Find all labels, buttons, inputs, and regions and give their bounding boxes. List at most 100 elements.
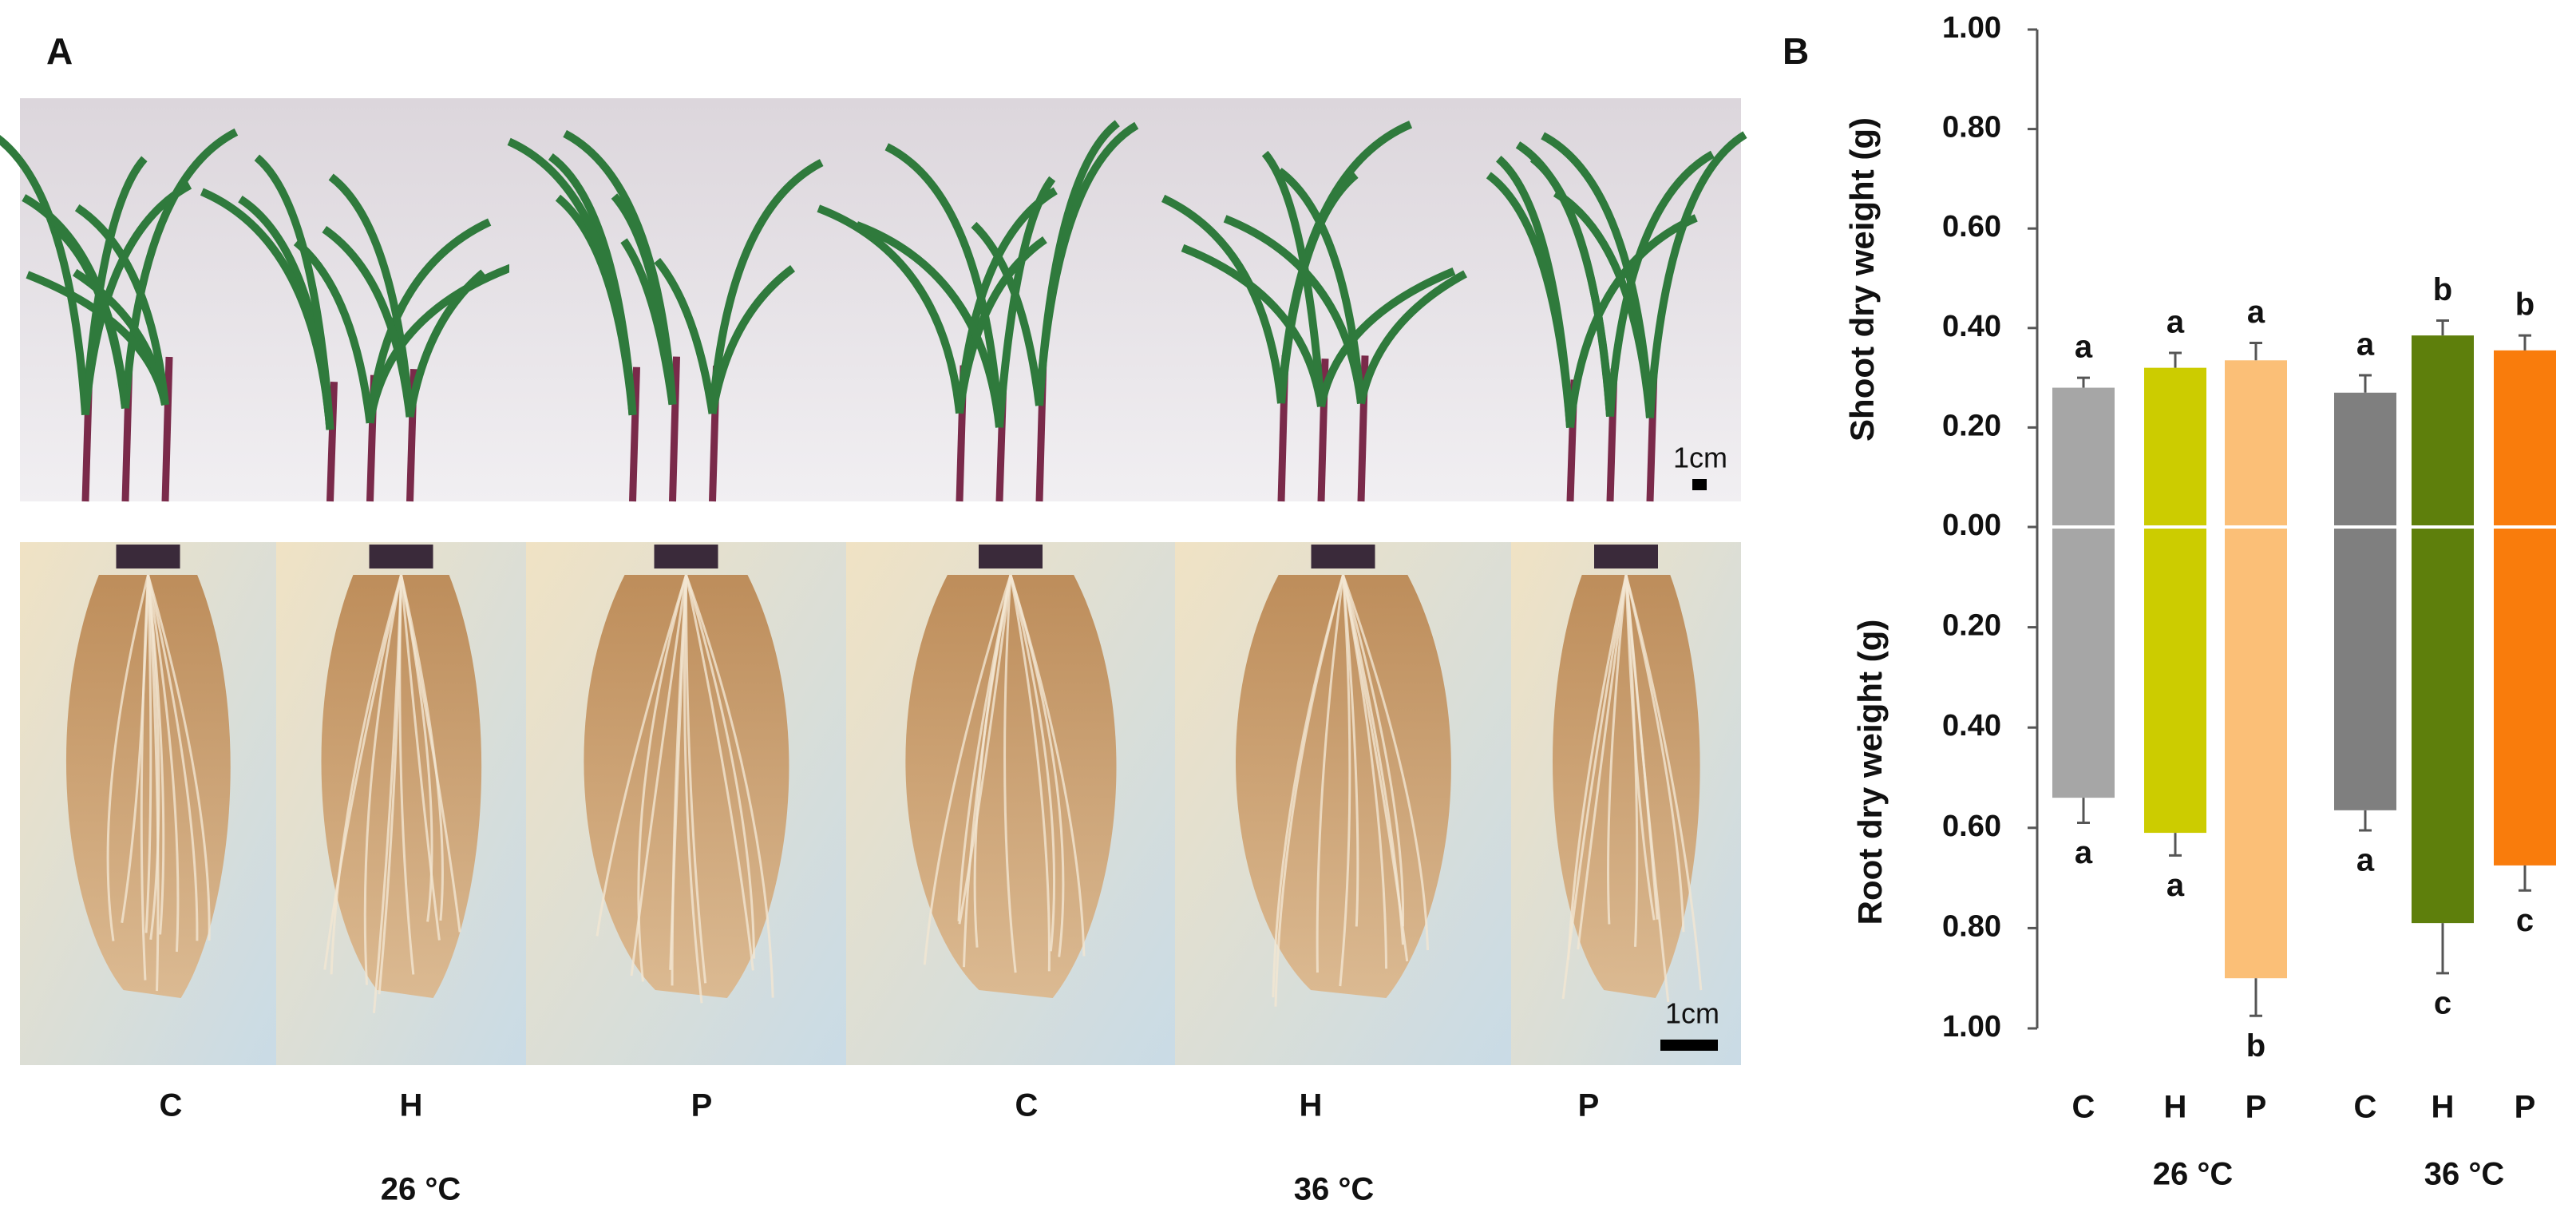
leaf (81, 181, 192, 416)
panel-label: B (1783, 30, 1809, 72)
error-bar (2519, 334, 2531, 351)
y-axis-title: Shoot dry weight (g) (1843, 117, 1881, 442)
error-bar (2436, 319, 2449, 336)
root-strand (1607, 574, 1628, 925)
group-label: 26 °C (381, 1172, 461, 1207)
significance-letter: a (2166, 868, 2185, 903)
bar (2052, 387, 2115, 527)
error-bar (2436, 923, 2449, 975)
leaf (1277, 172, 1359, 404)
group-label: 36 °C (1294, 1172, 1375, 1207)
root-strand (106, 574, 149, 941)
significance-letter: b (2433, 272, 2452, 307)
leaf (366, 218, 492, 424)
stem-base (116, 545, 180, 568)
root-strand (323, 574, 402, 970)
root-mass (65, 575, 231, 998)
root-strand (140, 574, 149, 980)
root-strand (685, 574, 774, 998)
y-tick-label: 0.00 (1942, 509, 2001, 542)
x-tick-label: P (2246, 1090, 2267, 1125)
root-strand (400, 574, 441, 941)
root-strand (1009, 574, 1051, 972)
leaf (0, 135, 89, 415)
error-bar (2250, 978, 2262, 1017)
root-strand (1339, 574, 1351, 987)
scale-bar (1660, 1040, 1718, 1051)
leaf (22, 194, 129, 409)
x-tick-label: H (2164, 1090, 2187, 1125)
root-strand (1624, 574, 1659, 920)
root-strand (144, 574, 152, 933)
error-bar (2077, 376, 2090, 388)
significance-letter: a (2075, 835, 2093, 870)
leaf (995, 176, 1056, 428)
root-strand (147, 574, 211, 941)
bar (2494, 527, 2556, 866)
y-tick-label: 1.00 (1942, 1010, 2001, 1044)
root-strand (147, 574, 160, 941)
scale-bar-label: 1cm (1665, 997, 1719, 1030)
stem (629, 366, 640, 502)
root-strand (363, 574, 402, 985)
bar (2144, 367, 2206, 527)
root-strand (1624, 574, 1656, 921)
y-tick-label: 0.40 (1942, 709, 2001, 743)
leaf (1261, 150, 1325, 407)
category-label: C (1015, 1088, 1039, 1123)
group-label: 36 °C (2424, 1157, 2505, 1192)
panel-label: A (46, 30, 73, 72)
root-strand (671, 574, 687, 986)
bar (2412, 527, 2474, 924)
stem (326, 382, 338, 502)
root-strand (923, 574, 1012, 965)
bar (2494, 350, 2556, 527)
significance-letter: a (2247, 295, 2265, 330)
leaf (1646, 131, 1747, 418)
root-strand (1342, 574, 1359, 927)
root-strand (1342, 574, 1409, 962)
leaf (1541, 132, 1654, 418)
root-strand (147, 574, 180, 953)
stem-base (1311, 545, 1375, 568)
root-mass (1552, 575, 1700, 998)
photo-panels (0, 98, 1747, 1065)
leaf (1035, 121, 1139, 406)
leaf (1566, 214, 1698, 429)
bar (2334, 527, 2396, 810)
root-strand (958, 574, 1012, 925)
root-strand (685, 574, 754, 971)
root-strand (1624, 574, 1639, 947)
x-tick-label: H (2432, 1090, 2455, 1125)
category-label: C (160, 1088, 183, 1123)
root-strand (1567, 574, 1628, 960)
root-strand (684, 574, 707, 984)
leaf (121, 128, 239, 409)
leaf (1161, 194, 1285, 404)
y-tick-label: 1.00 (1942, 11, 2001, 45)
significance-letter: a (2356, 327, 2375, 362)
root-strand (1577, 574, 1628, 950)
leaf (1529, 155, 1614, 417)
bar (2225, 527, 2287, 979)
stem-base (1594, 545, 1658, 568)
y-tick-label: 0.20 (1942, 609, 2001, 643)
root-strand (400, 574, 461, 933)
significance-letter: a (2075, 330, 2093, 365)
category-label: H (1300, 1088, 1323, 1123)
bar (2144, 527, 2206, 834)
x-tick-label: C (2072, 1090, 2095, 1125)
leaf (1357, 270, 1467, 405)
error-bar (2359, 374, 2372, 393)
root-strand (1003, 574, 1017, 973)
root-strand (683, 574, 703, 1004)
bar (2334, 392, 2396, 527)
significance-letter: a (2356, 843, 2375, 878)
leaf (74, 204, 169, 406)
scale-bar-label: 1cm (1673, 442, 1727, 474)
leaf (1486, 172, 1574, 428)
leaf (507, 137, 637, 416)
root-strand (1274, 574, 1344, 1007)
group-label: 26 °C (2153, 1157, 2234, 1192)
